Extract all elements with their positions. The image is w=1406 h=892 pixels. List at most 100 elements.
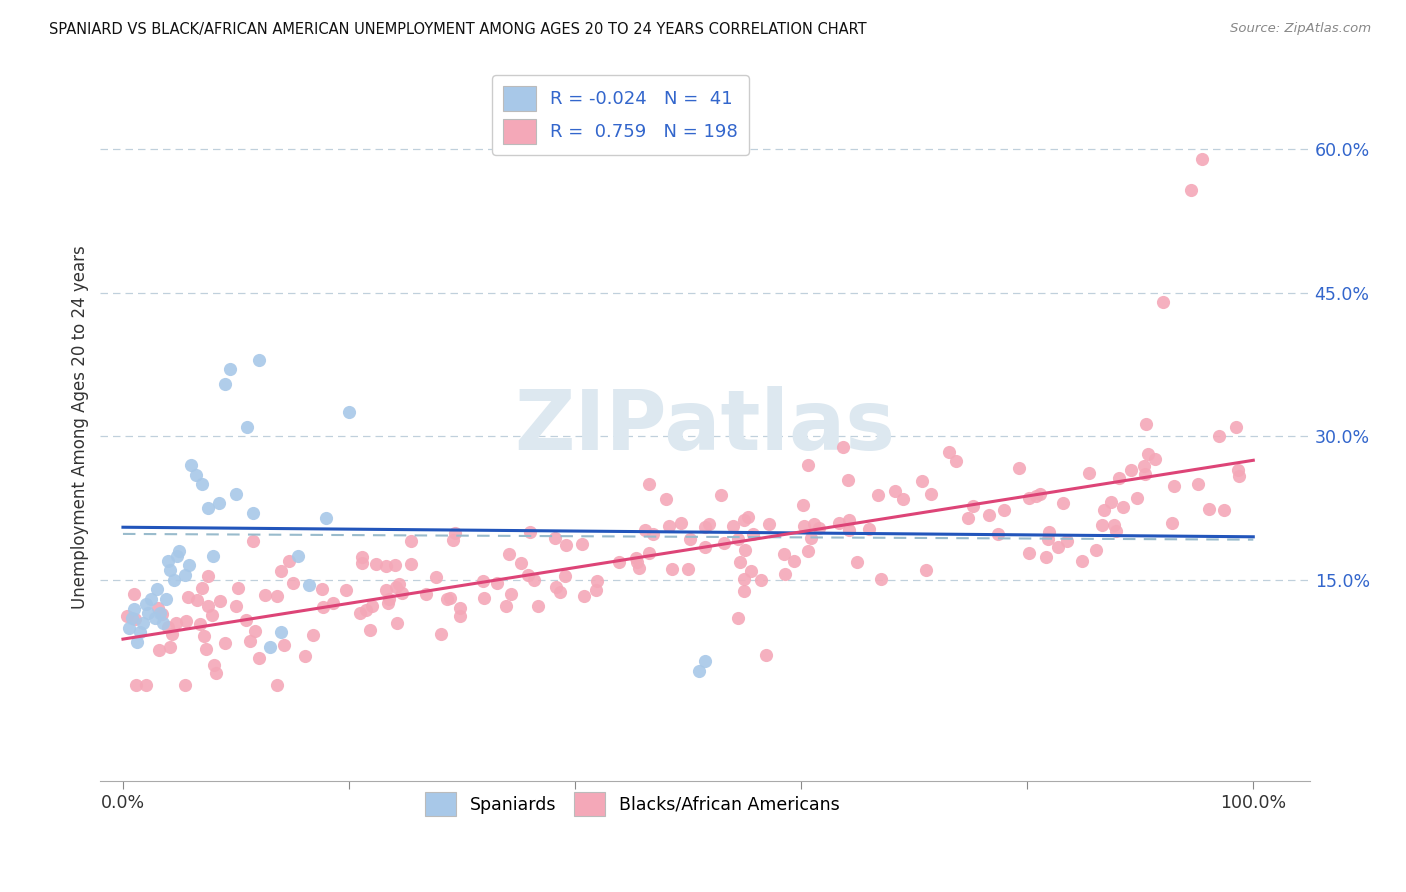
- Point: [669, 516, 692, 530]
- Point: [132, 615, 155, 630]
- Point: [441, 533, 464, 548]
- Point: [214, 635, 236, 649]
- Point: [361, 599, 384, 613]
- Point: [741, 527, 763, 541]
- Point: [302, 628, 325, 642]
- Text: Source: ZipAtlas.com: Source: ZipAtlas.com: [1230, 22, 1371, 36]
- Point: [205, 666, 228, 681]
- Point: [1187, 477, 1209, 491]
- Point: [1025, 489, 1047, 503]
- Point: [174, 568, 197, 582]
- Point: [1143, 451, 1166, 466]
- Point: [688, 664, 710, 678]
- Point: [519, 525, 541, 540]
- Point: [554, 568, 576, 582]
- Point: [117, 621, 139, 635]
- Point: [146, 582, 169, 597]
- Point: [828, 516, 851, 531]
- Point: [202, 549, 225, 563]
- Point: [399, 557, 422, 571]
- Point: [225, 487, 247, 501]
- Point: [146, 601, 169, 615]
- Point: [891, 491, 914, 506]
- Point: [837, 473, 859, 487]
- Point: [180, 458, 202, 472]
- Point: [436, 591, 458, 606]
- Point: [135, 597, 157, 611]
- Point: [517, 568, 540, 582]
- Point: [1029, 487, 1052, 501]
- Point: [846, 555, 869, 569]
- Point: [430, 627, 453, 641]
- Point: [186, 593, 208, 607]
- Point: [793, 519, 815, 533]
- Point: [270, 625, 292, 640]
- Point: [641, 526, 664, 541]
- Point: [259, 640, 281, 654]
- Point: [920, 487, 942, 501]
- Point: [1008, 460, 1031, 475]
- Point: [796, 543, 818, 558]
- Point: [1018, 491, 1040, 505]
- Point: [214, 376, 236, 391]
- Point: [676, 561, 699, 575]
- Point: [155, 591, 177, 606]
- Point: [758, 516, 780, 531]
- Point: [792, 498, 814, 512]
- Point: [832, 440, 855, 454]
- Point: [352, 556, 374, 570]
- Point: [1105, 524, 1128, 538]
- Point: [783, 554, 806, 568]
- Point: [808, 521, 831, 535]
- Point: [773, 567, 796, 582]
- Point: [266, 678, 288, 692]
- Point: [977, 508, 1000, 522]
- Point: [311, 582, 333, 596]
- Point: [945, 454, 967, 468]
- Point: [987, 527, 1010, 541]
- Point: [733, 572, 755, 586]
- Point: [197, 599, 219, 614]
- Point: [166, 549, 188, 563]
- Point: [239, 634, 262, 648]
- Point: [911, 474, 934, 488]
- Point: [1198, 502, 1220, 516]
- Point: [803, 516, 825, 531]
- Point: [883, 483, 905, 498]
- Point: [1135, 417, 1157, 432]
- Point: [1091, 518, 1114, 533]
- Point: [157, 620, 180, 634]
- Point: [195, 641, 218, 656]
- Point: [191, 477, 214, 491]
- Point: [366, 557, 388, 571]
- Point: [399, 534, 422, 549]
- Point: [915, 563, 938, 577]
- Point: [391, 586, 413, 600]
- Point: [236, 419, 259, 434]
- Point: [425, 570, 447, 584]
- Point: [1108, 470, 1130, 484]
- Point: [141, 591, 163, 606]
- Point: [838, 513, 860, 527]
- Point: [149, 607, 172, 621]
- Point: [352, 549, 374, 564]
- Point: [737, 510, 759, 524]
- Point: [544, 580, 567, 594]
- Point: [634, 523, 657, 537]
- Point: [733, 584, 755, 599]
- Point: [585, 583, 607, 598]
- Point: [359, 623, 381, 637]
- Point: [385, 616, 408, 631]
- Point: [415, 587, 437, 601]
- Point: [225, 599, 247, 613]
- Point: [1084, 543, 1107, 558]
- Point: [197, 501, 219, 516]
- Point: [335, 582, 357, 597]
- Point: [129, 625, 152, 640]
- Point: [585, 574, 607, 588]
- Point: [713, 536, 735, 550]
- Point: [266, 589, 288, 603]
- Point: [273, 639, 295, 653]
- Point: [312, 599, 335, 614]
- Point: [869, 572, 891, 586]
